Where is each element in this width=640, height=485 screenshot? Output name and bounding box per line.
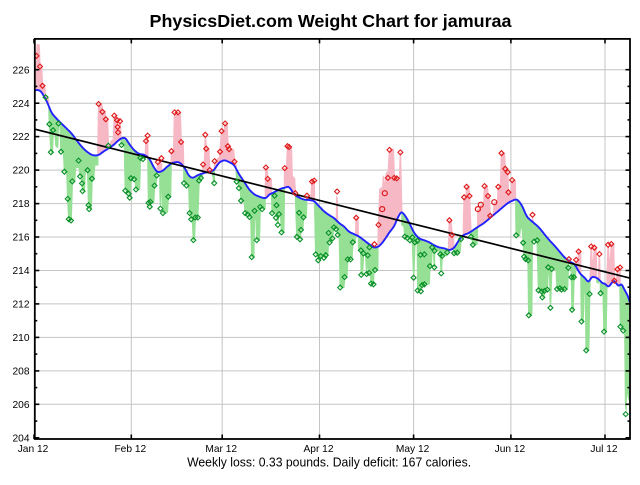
svg-text:PhysicsDiet.com Weight Chart f: PhysicsDiet.com Weight Chart for jamuraa <box>150 11 512 31</box>
svg-text:212: 212 <box>13 300 30 311</box>
svg-text:222: 222 <box>13 132 30 143</box>
svg-text:Weekly loss: 0.33 pounds. Dail: Weekly loss: 0.33 pounds. Daily deficit:… <box>187 456 471 470</box>
svg-text:214: 214 <box>13 266 30 277</box>
svg-text:Jun 12: Jun 12 <box>495 444 526 455</box>
svg-text:216: 216 <box>13 233 30 244</box>
svg-text:204: 204 <box>13 433 30 444</box>
svg-text:220: 220 <box>13 166 30 177</box>
svg-text:Jul 12: Jul 12 <box>590 444 618 455</box>
svg-text:Mar 12: Mar 12 <box>205 444 237 455</box>
svg-text:226: 226 <box>13 65 30 76</box>
svg-text:May 12: May 12 <box>396 444 430 455</box>
svg-text:Feb 12: Feb 12 <box>114 444 146 455</box>
svg-text:208: 208 <box>13 367 30 378</box>
svg-text:Apr 12: Apr 12 <box>303 444 333 455</box>
svg-text:210: 210 <box>13 333 30 344</box>
svg-text:224: 224 <box>13 99 30 110</box>
svg-text:Jan 12: Jan 12 <box>18 444 49 455</box>
svg-text:218: 218 <box>13 199 30 210</box>
svg-text:206: 206 <box>13 400 30 411</box>
